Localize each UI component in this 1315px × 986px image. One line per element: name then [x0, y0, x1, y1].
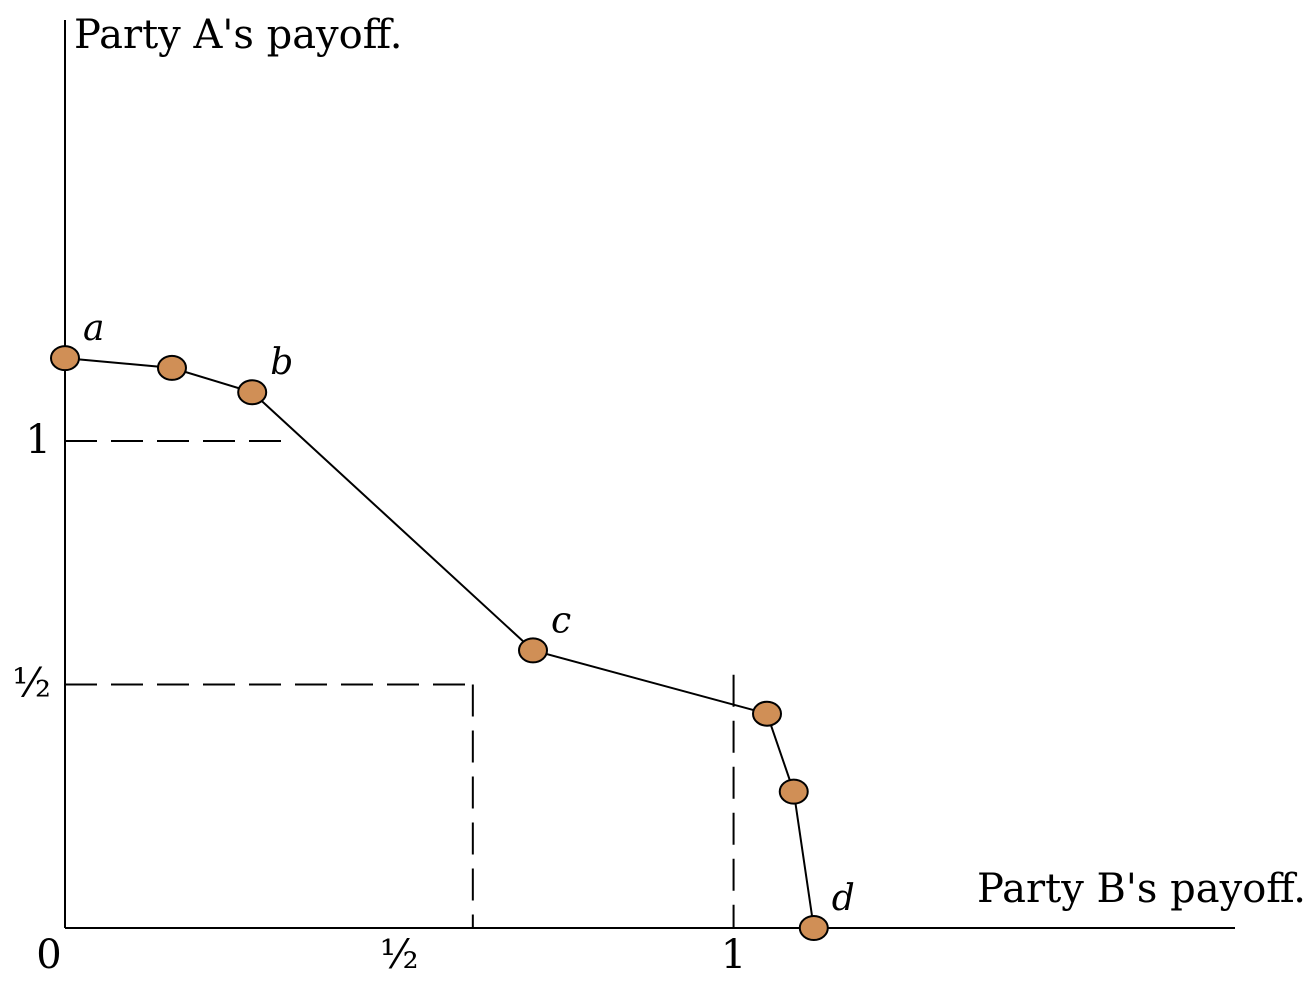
x-tick-label-0: 0: [36, 932, 61, 978]
point-marker-unlabeled-2: [156, 354, 187, 381]
x-tick-labels: 0 ½ 1: [36, 932, 746, 978]
point-marker-unlabeled-6: [778, 778, 809, 805]
point-marker-a: [50, 345, 80, 372]
frontier-points: [50, 345, 829, 941]
x-tick-label-2: 1: [721, 932, 746, 978]
y-tick-label-0: ½: [12, 660, 51, 706]
point-label-d: d: [832, 878, 855, 919]
point-marker-d: [798, 915, 829, 941]
point-label-c: c: [551, 600, 571, 641]
x-axis-label: Party B's payoff.: [977, 866, 1306, 912]
point-marker-unlabeled-5: [752, 700, 782, 727]
point-marker-b: [237, 379, 268, 406]
point-marker-c: [518, 637, 548, 664]
point-label-b: b: [270, 342, 293, 383]
y-tick-label-1: 1: [26, 417, 51, 463]
point-label-a: a: [83, 308, 104, 349]
y-tick-labels: ½1: [12, 417, 51, 707]
frontier-line: [64, 357, 815, 929]
guide-lines: [65, 439, 735, 928]
y-axis-label: Party A's payoff.: [74, 12, 402, 58]
point-labels: a b c d: [83, 308, 855, 919]
x-tick-label-1: ½: [380, 932, 419, 978]
